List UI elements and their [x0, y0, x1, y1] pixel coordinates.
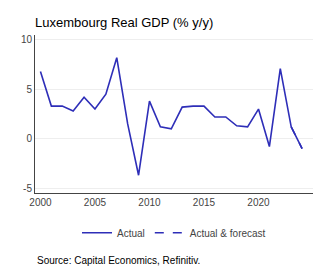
svg-text:2010: 2010: [138, 197, 161, 208]
svg-text:Source: Capital Economics, Ref: Source: Capital Economics, Refinitiv.: [37, 255, 200, 266]
svg-text:Actual: Actual: [117, 228, 145, 239]
svg-text:2000: 2000: [29, 197, 52, 208]
svg-text:Actual & forecast: Actual & forecast: [190, 228, 266, 239]
svg-text:2015: 2015: [193, 197, 216, 208]
svg-text:5: 5: [26, 84, 32, 95]
svg-text:2020: 2020: [247, 197, 270, 208]
svg-text:-5: -5: [23, 183, 32, 194]
svg-text:10: 10: [21, 34, 33, 45]
svg-text:0: 0: [26, 133, 32, 144]
svg-text:Luxembourg Real GDP (% y/y): Luxembourg Real GDP (% y/y): [35, 15, 213, 30]
svg-text:2005: 2005: [84, 197, 107, 208]
